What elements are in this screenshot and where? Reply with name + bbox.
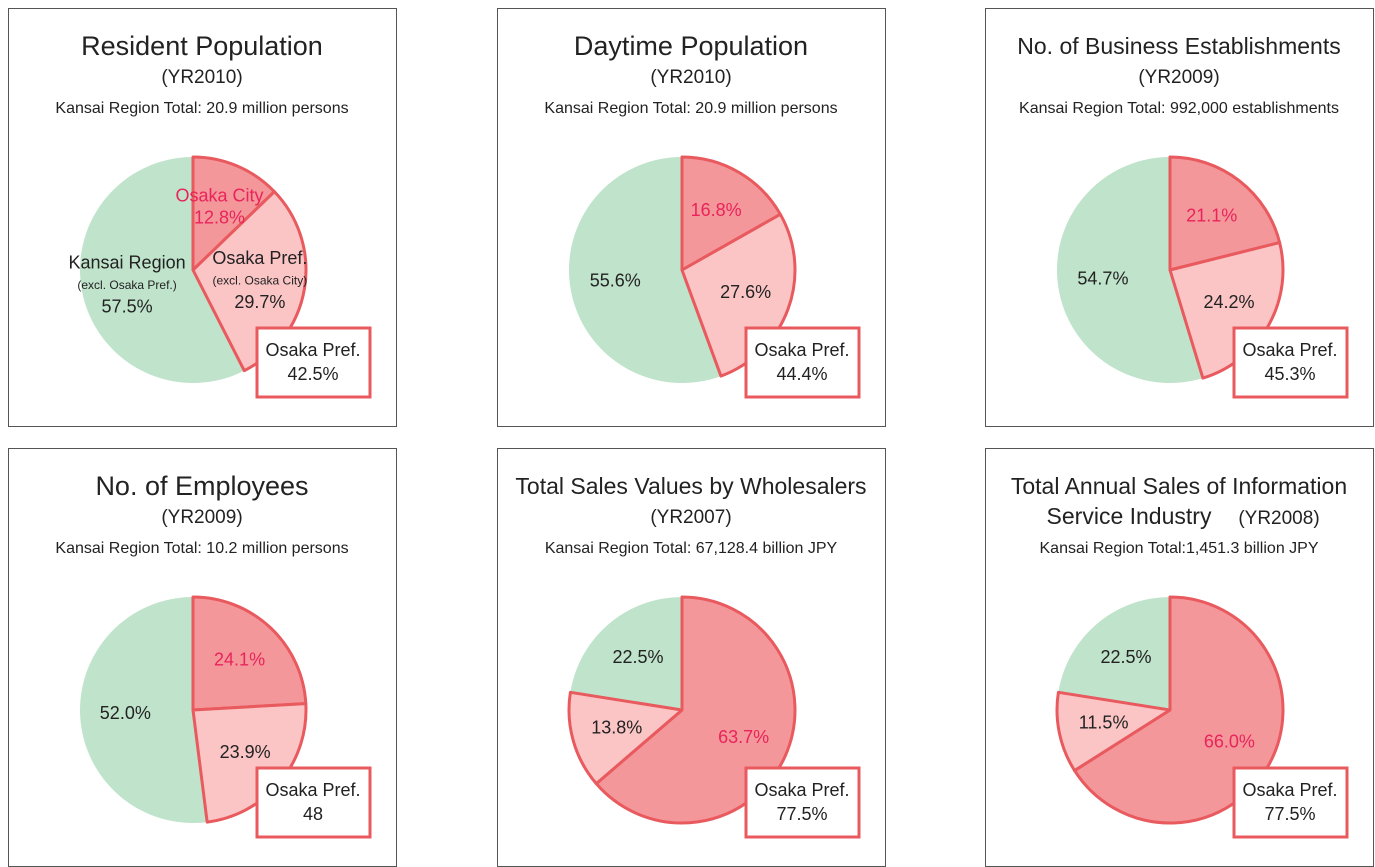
chart-title: Service Industry [1047, 503, 1212, 529]
chart-title: Total Annual Sales of Information [1011, 473, 1347, 499]
chart-subtitle: (YR2007) [650, 507, 731, 528]
pie-slice [569, 157, 721, 383]
chart-panel: Daytime Population (YR2010) Kansai Region … [497, 8, 886, 427]
annotation-box [255, 326, 372, 399]
annotation-value: 45.3% [1264, 364, 1315, 384]
chart-panel: No. of Business Establishments (YR2009) Ka… [985, 8, 1374, 427]
annotation-box [1232, 766, 1349, 839]
pie-slice [567, 690, 684, 786]
value-label: 24.2% [1203, 292, 1254, 312]
value-label: 12.8% [194, 207, 245, 227]
chart-title: Daytime Population [574, 31, 808, 61]
chart-title: No. of Business Establishments [1017, 33, 1340, 59]
annotation-value: 77.5% [776, 804, 827, 824]
annotation-box [744, 326, 861, 399]
value-label: 29.7% [234, 292, 285, 312]
pie-slice [1056, 157, 1203, 383]
chart-total: Kansai Region Total: 20.9 million person… [544, 100, 837, 117]
annotation-box [744, 766, 861, 839]
value-label: 16.8% [691, 200, 742, 220]
pie-slice [191, 595, 308, 712]
value-label: 13.8% [591, 717, 642, 737]
category-label: Osaka City [176, 185, 264, 205]
value-label: 57.5% [102, 297, 153, 317]
pie-slice [80, 157, 245, 383]
pie-slice [80, 597, 208, 823]
value-label: 23.9% [220, 742, 271, 762]
category-note: (excl. Osaka Pref.) [77, 278, 176, 292]
value-label: 52.0% [100, 703, 151, 723]
pie-slice [1055, 690, 1172, 773]
value-label: 27.6% [720, 282, 771, 302]
pie-slice [1168, 155, 1282, 272]
chart-subtitle: (YR2010) [650, 67, 731, 88]
chart-subtitle: (YR2010) [161, 67, 242, 88]
value-label: 21.1% [1186, 205, 1237, 225]
annotation-value: 42.5% [287, 364, 338, 384]
annotation-value: 44.4% [776, 364, 827, 384]
annotation-label: Osaka Pref. [754, 340, 849, 360]
chart-total: Kansai Region Total: 20.9 million person… [55, 100, 348, 117]
pie-slice [191, 155, 276, 272]
value-label: 11.5% [1079, 712, 1129, 732]
annotation-value: 48 [303, 804, 323, 824]
value-label: 54.7% [1077, 269, 1128, 289]
pie-slice [680, 155, 782, 272]
pie-slice [1058, 597, 1170, 710]
chart-panel: Resident Population (YR2010) Kansai Region… [8, 8, 397, 427]
pie-slice [1073, 595, 1285, 825]
value-label: 22.5% [612, 647, 663, 667]
chart-subtitle: (YR2008) [1238, 508, 1319, 529]
chart-total: Kansai Region Total:1,451.3 billion JPY [1040, 540, 1319, 557]
chart-panel: Total Annual Sales of Information Service… [985, 448, 1374, 867]
category-label: Kansai Region [69, 253, 186, 273]
chart-total: Kansai Region Total: 992,000 establishme… [1019, 100, 1339, 117]
value-label: 66.0% [1204, 731, 1255, 751]
annotation-box [255, 766, 372, 839]
value-label: 63.7% [718, 727, 769, 747]
chart-panel: Total Sales Values by Wholesalers (YR2007… [497, 448, 886, 867]
chart-title: No. of Employees [95, 471, 308, 501]
annotation-label: Osaka Pref. [754, 780, 849, 800]
category-label: Osaka Pref. [212, 248, 307, 268]
annotation-box [1232, 326, 1349, 399]
pie-slice [594, 595, 797, 825]
annotation-label: Osaka Pref. [265, 340, 360, 360]
annotation-label: Osaka Pref. [265, 780, 360, 800]
pie-slice [570, 597, 682, 710]
chart-subtitle: (YR2009) [1138, 67, 1219, 88]
chart-total: Kansai Region Total: 67,128.4 billion JP… [545, 540, 838, 557]
annotation-value: 77.5% [1264, 804, 1315, 824]
chart-title: Resident Population [81, 31, 323, 61]
annotation-label: Osaka Pref. [1242, 340, 1337, 360]
value-label: 55.6% [590, 271, 641, 291]
chart-total: Kansai Region Total: 10.2 million person… [55, 540, 348, 557]
value-label: 24.1% [214, 649, 265, 669]
category-note: (excl. Osaka City) [213, 273, 308, 287]
chart-subtitle: (YR2009) [161, 507, 242, 528]
annotation-label: Osaka Pref. [1242, 780, 1337, 800]
chart-panel: No. of Employees (YR2009) Kansai Region To… [8, 448, 397, 867]
value-label: 22.5% [1100, 647, 1151, 667]
chart-title: Total Sales Values by Wholesalers [515, 473, 866, 499]
